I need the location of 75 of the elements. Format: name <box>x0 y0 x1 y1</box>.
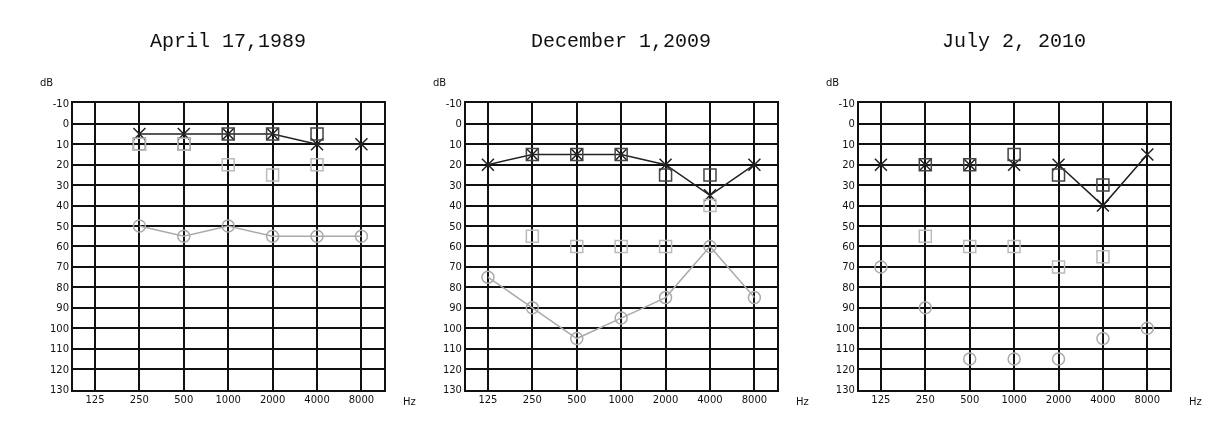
x-tick-label: 8000 <box>1134 394 1161 406</box>
x-tick-label: 125 <box>478 394 498 406</box>
y-tick-label: 60 <box>449 240 462 252</box>
y-tick-label: 10 <box>56 138 70 150</box>
y-tick-label: -10 <box>52 97 70 109</box>
y-tick-label: 20 <box>56 159 70 171</box>
y-tick-label: 20 <box>842 159 855 171</box>
y-tick-label: 40 <box>56 200 70 212</box>
chart-title: December 1,2009 <box>531 30 712 53</box>
chart-title: July 2, 2010 <box>942 30 1087 53</box>
y-tick-label: 90 <box>56 302 70 314</box>
y-axis-title: dB <box>40 77 54 88</box>
y-axis-title: dB <box>433 77 447 88</box>
x-tick-label: 4000 <box>304 394 330 406</box>
x-tick-label: 4000 <box>697 394 723 406</box>
y-tick-label: 130 <box>835 384 855 396</box>
y-tick-label: 0 <box>848 118 855 130</box>
x-axis-title: Hz <box>403 396 416 407</box>
y-tick-label: 100 <box>442 322 462 334</box>
y-tick-label: 30 <box>842 179 855 191</box>
y-tick-label: 10 <box>449 138 462 150</box>
y-tick-label: 10 <box>842 138 855 150</box>
y-tick-label: 90 <box>449 302 462 314</box>
y-tick-label: 100 <box>835 322 855 334</box>
x-tick-label: 1000 <box>1001 394 1027 406</box>
y-tick-label: 80 <box>56 281 70 293</box>
y-tick-label: -10 <box>838 97 855 109</box>
chart-title: April 17,1989 <box>150 30 307 53</box>
x-tick-label: 2000 <box>652 394 679 406</box>
y-tick-label: 70 <box>56 261 70 273</box>
y-tick-label: 60 <box>842 240 855 252</box>
y-tick-label: 130 <box>49 384 70 396</box>
y-tick-label: 130 <box>442 384 462 396</box>
y-tick-label: 70 <box>842 261 855 273</box>
y-tick-label: 80 <box>842 281 855 293</box>
x-tick-label: 2000 <box>259 394 286 406</box>
y-tick-label: 30 <box>56 179 70 191</box>
y-tick-label: 0 <box>62 118 70 130</box>
x-axis-title: Hz <box>1189 396 1202 407</box>
y-tick-label: 40 <box>449 200 462 212</box>
y-axis-title: dB <box>826 77 840 88</box>
x-tick-label: 1000 <box>215 394 241 406</box>
y-tick-label: -10 <box>445 97 462 109</box>
y-tick-label: 20 <box>449 159 462 171</box>
y-tick-label: 60 <box>56 240 70 252</box>
x-tick-label: 2000 <box>1045 394 1072 406</box>
x-tick-label: 500 <box>960 394 980 406</box>
y-tick-label: 110 <box>442 343 462 355</box>
y-tick-label: 50 <box>842 220 855 232</box>
x-tick-label: 250 <box>522 394 542 406</box>
x-axis-title: Hz <box>796 396 809 407</box>
y-tick-label: 70 <box>449 261 462 273</box>
y-tick-label: 80 <box>449 281 462 293</box>
y-tick-label: 120 <box>835 363 855 375</box>
y-tick-label: 0 <box>455 118 462 130</box>
x-tick-label: 125 <box>85 394 105 406</box>
y-tick-label: 110 <box>835 343 855 355</box>
x-tick-label: 125 <box>871 394 891 406</box>
x-tick-label: 4000 <box>1090 394 1116 406</box>
x-tick-label: 8000 <box>741 394 768 406</box>
y-tick-label: 100 <box>49 322 70 334</box>
x-tick-label: 250 <box>915 394 935 406</box>
y-tick-label: 90 <box>842 302 855 314</box>
y-tick-label: 50 <box>449 220 462 232</box>
y-tick-label: 120 <box>442 363 462 375</box>
y-tick-label: 120 <box>49 363 70 375</box>
y-tick-label: 110 <box>49 343 70 355</box>
y-tick-label: 50 <box>56 220 70 232</box>
x-tick-label: 1000 <box>608 394 634 406</box>
x-tick-label: 500 <box>567 394 587 406</box>
x-tick-label: 8000 <box>348 394 375 406</box>
y-tick-label: 40 <box>842 200 855 212</box>
y-tick-label: 30 <box>449 179 462 191</box>
x-tick-label: 250 <box>129 394 149 406</box>
x-tick-label: 500 <box>174 394 194 406</box>
